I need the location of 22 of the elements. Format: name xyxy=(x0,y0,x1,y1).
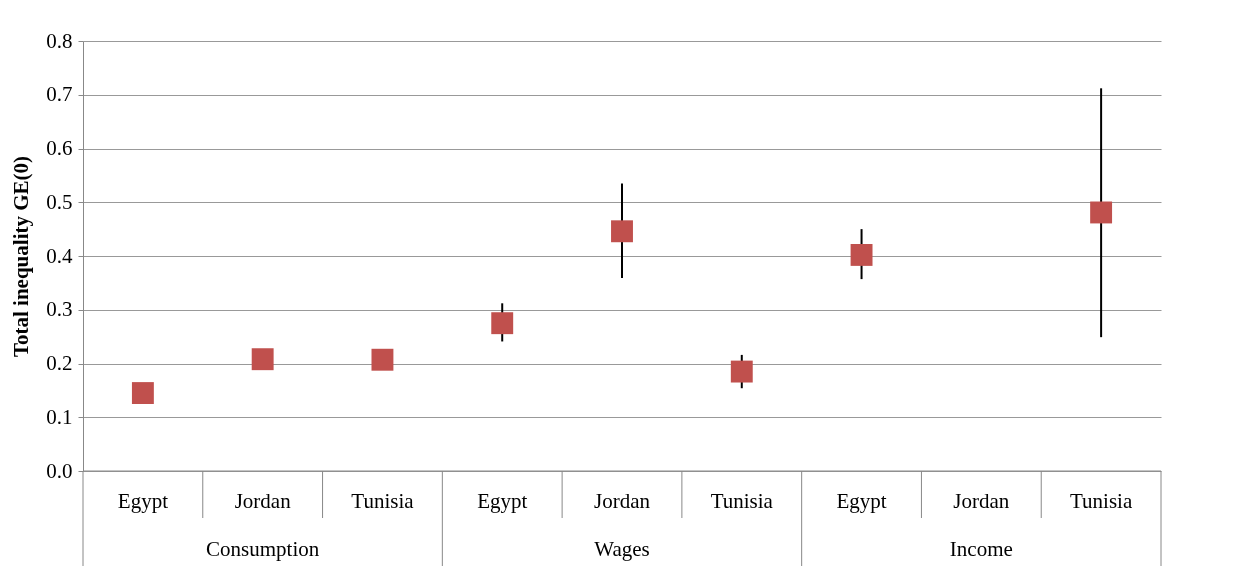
y-tick-label: 0.8 xyxy=(46,28,73,53)
x-tick-label: Tunisia xyxy=(1069,489,1133,513)
x-tick-label: Tunisia xyxy=(710,489,774,513)
y-tick-label: 0.3 xyxy=(46,297,73,322)
x-tick-label: Jordan xyxy=(594,489,651,513)
y-tick-label: 0.2 xyxy=(46,351,73,375)
y-tick-label: 0.6 xyxy=(46,136,73,160)
text: Consumption xyxy=(206,537,320,561)
text: Income xyxy=(949,537,1013,561)
x-tick-label: Egypt xyxy=(117,489,169,513)
y-axis-title: Total inequality GE(0) xyxy=(9,155,34,358)
y-tick-label: 0.7 xyxy=(46,82,73,107)
x-tick-label: Jordan xyxy=(953,489,1010,513)
text: Wages xyxy=(594,537,650,561)
y-tick-label: 0.5 xyxy=(46,189,73,214)
x-tick-label: Egypt xyxy=(477,489,528,513)
y-tick-label: 0.1 xyxy=(46,404,73,429)
x-tick-label: Egypt xyxy=(836,489,887,513)
x-tick-label: Jordan xyxy=(234,489,292,513)
y-tick-label: 0.4 xyxy=(46,243,73,268)
y-tick-label: 0.0 xyxy=(46,458,73,483)
x-tick-label: Tunisia xyxy=(351,489,415,513)
